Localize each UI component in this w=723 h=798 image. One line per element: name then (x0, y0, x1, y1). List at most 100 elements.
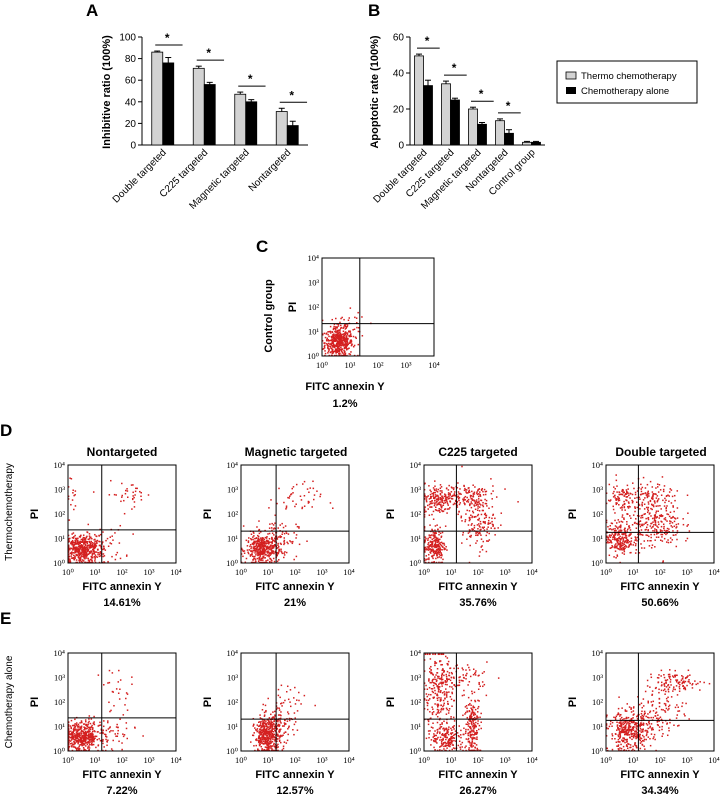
event-dot (685, 540, 687, 542)
event-dot (272, 524, 275, 526)
event-dot (444, 680, 447, 682)
event-dot (256, 539, 259, 542)
event-dot (74, 542, 77, 545)
event-dot (441, 663, 443, 666)
y-tick-label: 10¹ (54, 722, 66, 732)
event-dot (433, 491, 435, 494)
legend-swatch-chemo (566, 87, 576, 94)
event-dot (263, 726, 266, 729)
event-dot (617, 499, 620, 502)
bar-thermo (522, 141, 532, 146)
event-dot (426, 558, 428, 560)
event-dot (650, 507, 652, 510)
event-dot (431, 688, 434, 690)
event-dot (467, 741, 470, 743)
event-dot (609, 525, 612, 527)
event-dot (278, 709, 281, 711)
event-dot (619, 540, 621, 543)
event-dot (261, 538, 264, 541)
event-dot (274, 729, 276, 732)
event-dot (440, 740, 443, 743)
event-dot (70, 745, 73, 747)
event-dot (352, 329, 354, 331)
event-dot (92, 743, 95, 746)
event-dot (469, 544, 471, 547)
event-dot (471, 715, 473, 718)
event-dot (635, 518, 637, 520)
event-dot (470, 524, 473, 526)
event-dot (478, 523, 480, 525)
event-dot (130, 484, 133, 486)
event-dot (79, 540, 81, 543)
event-dot (344, 339, 346, 342)
event-dot (436, 553, 438, 555)
event-dot (433, 678, 435, 680)
event-dot (618, 493, 620, 496)
event-dot (72, 744, 74, 746)
event-dot (77, 547, 79, 550)
event-dot (70, 739, 73, 741)
y-tick-label: 10³ (227, 485, 239, 495)
event-dot (474, 700, 477, 703)
event-dot (294, 717, 296, 719)
event-dot (84, 731, 86, 734)
event-dot (474, 726, 476, 728)
event-dot (619, 535, 621, 538)
event-dot (480, 513, 483, 516)
event-dot (67, 729, 70, 731)
event-dot (662, 490, 665, 493)
event-dot (427, 539, 429, 541)
event-dot (81, 544, 84, 547)
event-dot (336, 351, 339, 353)
event-dot (435, 506, 437, 509)
event-dot (660, 525, 663, 528)
event-dot (338, 350, 341, 353)
event-dot (652, 495, 654, 497)
event-dot (446, 670, 449, 673)
event-dot (473, 504, 475, 506)
event-dot (480, 499, 483, 502)
event-dot (430, 693, 432, 696)
event-dot (441, 734, 444, 736)
event-dot (252, 538, 254, 541)
event-dot (278, 559, 280, 561)
event-dot (279, 542, 282, 545)
event-dot (469, 732, 471, 734)
event-dot (74, 746, 77, 749)
event-dot (456, 684, 459, 687)
event-dot (616, 538, 619, 540)
event-dot (269, 724, 272, 727)
bar-thermo (414, 55, 424, 146)
event-dot (268, 554, 270, 556)
event-dot (293, 712, 296, 714)
event-dot (480, 546, 482, 548)
event-dot (644, 487, 647, 489)
event-dot (73, 547, 75, 550)
event-dot (447, 743, 450, 746)
event-dot (448, 484, 450, 487)
event-dot (476, 736, 478, 738)
event-dot (74, 540, 77, 543)
event-dot (261, 734, 264, 736)
event-dot (69, 537, 71, 540)
event-dot (432, 535, 435, 537)
event-dot (83, 545, 86, 548)
event-dot (434, 508, 437, 511)
event-dot (481, 487, 483, 490)
event-dot (262, 555, 264, 558)
event-dot (437, 703, 440, 706)
event-dot (443, 542, 445, 545)
event-dot (71, 536, 74, 539)
event-dot (84, 745, 87, 747)
event-dot (423, 516, 426, 518)
event-dot (321, 340, 324, 342)
event-dot (474, 502, 477, 505)
event-dot (91, 553, 94, 555)
event-dot (623, 553, 626, 555)
event-dot (67, 551, 70, 553)
x-tick-label: 10⁰ (62, 755, 75, 765)
significance-marker: * (206, 46, 211, 60)
event-dot (475, 738, 477, 740)
event-dot (103, 545, 105, 548)
